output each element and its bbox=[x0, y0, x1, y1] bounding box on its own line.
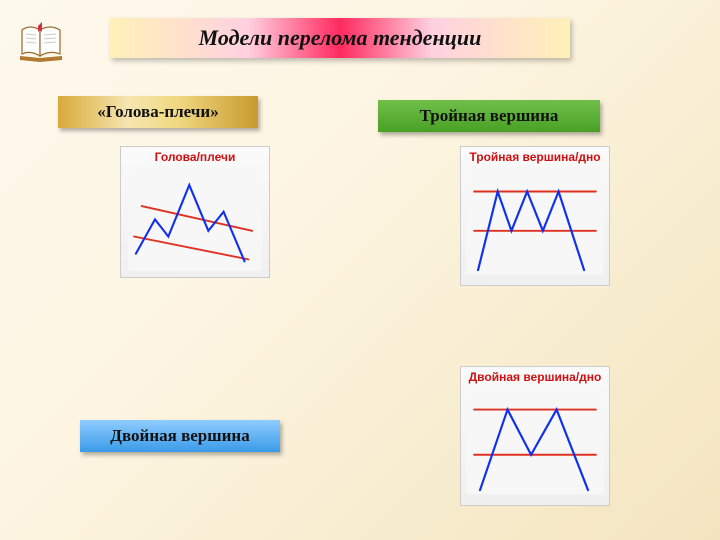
chart-head-shoulders-title: Голова/плечи bbox=[155, 151, 236, 164]
chart-head-shoulders-svg bbox=[126, 166, 264, 271]
label-triple-top-text: Тройная вершина bbox=[420, 106, 559, 126]
book-icon bbox=[18, 20, 66, 62]
chart-double-top-svg bbox=[466, 386, 604, 494]
label-triple-top: Тройная вершина bbox=[378, 100, 600, 132]
chart-double-top: Двойная вершина/дно bbox=[460, 366, 610, 506]
label-double-top: Двойная вершина bbox=[80, 420, 280, 452]
page-title: Модели перелома тенденции bbox=[199, 25, 482, 51]
chart-head-shoulders: Голова/плечи bbox=[120, 146, 270, 278]
chart-triple-top: Тройная вершина/дно bbox=[460, 146, 610, 286]
label-head-shoulders-text: «Голова-плечи» bbox=[97, 102, 218, 122]
label-double-top-text: Двойная вершина bbox=[110, 426, 249, 446]
chart-triple-top-title: Тройная вершина/дно bbox=[469, 151, 600, 164]
label-head-shoulders: «Голова-плечи» bbox=[58, 96, 258, 128]
chart-triple-top-svg bbox=[466, 166, 604, 274]
page-title-bar: Модели перелома тенденции bbox=[110, 18, 570, 58]
chart-double-top-title: Двойная вершина/дно bbox=[469, 371, 602, 384]
